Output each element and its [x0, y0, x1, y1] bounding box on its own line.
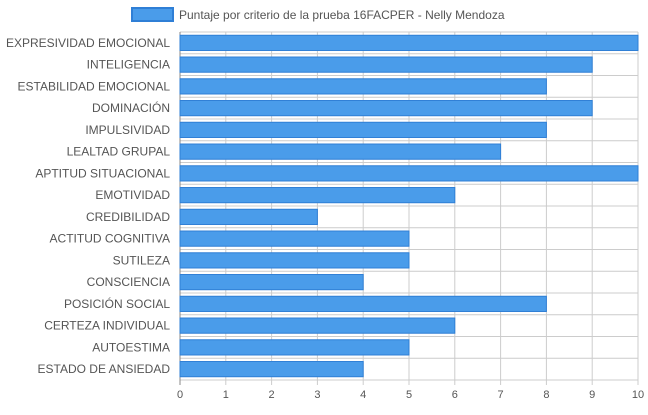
- category-label: EXPRESIVIDAD EMOCIONAL: [6, 36, 170, 50]
- category-label: CONSCIENCIA: [87, 275, 170, 289]
- category-label: EMOTIVIDAD: [95, 188, 170, 202]
- bar[interactable]: [179, 56, 593, 73]
- category-label: ESTADO DE ANSIEDAD: [38, 362, 171, 376]
- category-label: ACTITUD COGNITIVA: [50, 232, 170, 246]
- legend-label: Puntaje por criterio de la prueba 16FACP…: [179, 8, 505, 22]
- x-tick-label: 0: [177, 389, 183, 401]
- bar[interactable]: [179, 121, 547, 138]
- x-tick-label: 7: [498, 389, 504, 401]
- bar[interactable]: [179, 295, 547, 312]
- category-label: LEALTAD GRUPAL: [67, 145, 171, 159]
- legend[interactable]: Puntaje por criterio de la prueba 16FACP…: [131, 7, 505, 22]
- bar[interactable]: [179, 361, 364, 378]
- category-label: IMPULSIVIDAD: [85, 123, 170, 137]
- bar[interactable]: [179, 317, 456, 334]
- category-label: CREDIBILIDAD: [86, 210, 170, 224]
- x-tick-label: 8: [543, 389, 549, 401]
- bar[interactable]: [179, 100, 593, 117]
- x-tick-label: 6: [452, 389, 458, 401]
- category-label: APTITUD SITUACIONAL: [35, 166, 170, 180]
- category-label: ESTABILIDAD EMOCIONAL: [18, 79, 171, 93]
- x-tick-label: 9: [589, 389, 595, 401]
- category-label: DOMINACIÓN: [92, 100, 170, 115]
- category-label: INTELIGENCIA: [87, 58, 170, 72]
- category-label: POSICIÓN SOCIAL: [64, 296, 170, 311]
- bar[interactable]: [179, 274, 364, 291]
- bar[interactable]: [179, 34, 639, 51]
- category-label: SUTILEZA: [113, 253, 170, 267]
- x-axis-ticks: 0 1 2 3 4 5 6 7 8 9 10: [177, 389, 644, 401]
- bar[interactable]: [179, 252, 410, 269]
- bars: [179, 34, 639, 378]
- category-label: AUTOESTIMA: [92, 340, 170, 354]
- bar[interactable]: [179, 143, 502, 160]
- x-tick-label: 4: [360, 389, 366, 401]
- bar[interactable]: [179, 230, 410, 247]
- bar[interactable]: [179, 165, 639, 182]
- x-tick-label: 10: [632, 389, 644, 401]
- x-tick-label: 3: [314, 389, 320, 401]
- category-labels: EXPRESIVIDAD EMOCIONAL INTELIGENCIA ESTABI…: [6, 36, 170, 376]
- bar[interactable]: [179, 339, 410, 356]
- x-tick-label: 1: [223, 389, 229, 401]
- x-tick-label: 2: [269, 389, 275, 401]
- legend-swatch: [131, 7, 174, 22]
- category-label: CERTEZA INDIVIDUAL: [44, 319, 170, 333]
- bar[interactable]: [179, 187, 456, 204]
- bar[interactable]: [179, 78, 547, 95]
- bar[interactable]: [179, 208, 318, 225]
- x-tick-label: 5: [406, 389, 412, 401]
